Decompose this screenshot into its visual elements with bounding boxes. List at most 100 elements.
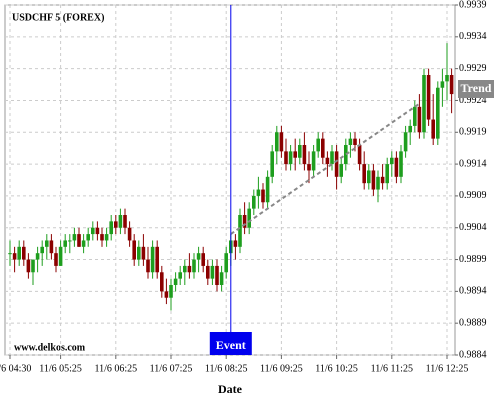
candle-body xyxy=(63,240,67,247)
candle-body xyxy=(109,221,113,235)
candle-body xyxy=(440,81,445,88)
candle-body xyxy=(12,253,17,260)
candle-body xyxy=(353,138,357,145)
candle-body xyxy=(417,106,422,133)
candle-body xyxy=(252,195,256,209)
candle-body xyxy=(35,253,40,260)
chart-title: USDCHF 5 (FOREX) xyxy=(12,12,104,23)
candle-body xyxy=(344,145,348,165)
trend-line xyxy=(230,102,420,235)
candle-body xyxy=(132,240,136,260)
y-tick-label: 0.9894 xyxy=(459,286,487,297)
candle-body xyxy=(127,227,132,241)
candle-body xyxy=(45,240,49,247)
trend-label: Trend xyxy=(461,81,492,95)
watermark: www.delkos.com xyxy=(14,342,86,353)
candle-body xyxy=(316,138,320,152)
candle-body xyxy=(123,215,127,228)
candle-body xyxy=(219,272,224,285)
candle-body xyxy=(192,259,196,273)
candle-body xyxy=(206,265,210,279)
candle-body xyxy=(293,151,297,158)
candle-body xyxy=(169,285,173,298)
candle-body xyxy=(307,164,311,171)
candle-body xyxy=(302,145,307,165)
candle-body xyxy=(26,259,31,273)
candle-body xyxy=(155,246,159,273)
event-label: Event xyxy=(216,338,246,352)
candle-body xyxy=(321,138,325,158)
candle-body xyxy=(118,215,123,228)
candle-body xyxy=(330,151,334,165)
candle-body xyxy=(256,189,261,196)
candle-body xyxy=(431,119,435,139)
candle-body xyxy=(137,246,141,260)
candle-body xyxy=(8,253,12,255)
y-tick-label: 0.9904 xyxy=(459,222,487,233)
x-tick-label: 11/6 07:25 xyxy=(150,363,193,374)
candle-body xyxy=(390,157,394,165)
candle-body xyxy=(164,291,169,298)
x-tick-label: 11/6 12:25 xyxy=(426,363,469,374)
candle-body xyxy=(279,132,284,152)
x-tick-label: 11/6 04:30 xyxy=(0,363,31,374)
candle-body xyxy=(238,215,242,247)
candle-body xyxy=(49,240,54,254)
candle-body xyxy=(86,234,90,241)
candle-body xyxy=(77,234,81,247)
candle-body xyxy=(22,246,26,260)
candle-body xyxy=(334,151,339,177)
candle-body xyxy=(146,259,150,273)
y-tick-label: 0.9884 xyxy=(459,349,487,360)
candle-body xyxy=(95,227,100,235)
y-tick-label: 0.9914 xyxy=(459,158,487,169)
candle-body xyxy=(31,259,35,273)
candle-body xyxy=(408,125,412,133)
candle-body xyxy=(215,265,219,285)
candle-body xyxy=(436,87,440,139)
x-tick-label: 11/6 09:25 xyxy=(260,363,303,374)
candle-body xyxy=(270,151,274,177)
candle-body xyxy=(224,253,228,273)
candle-body xyxy=(325,157,330,165)
candle-body xyxy=(210,265,215,279)
event-label-box xyxy=(209,332,252,355)
candle-body xyxy=(339,164,343,177)
candle-body xyxy=(17,246,21,260)
candle-body xyxy=(311,151,316,171)
candle-body xyxy=(68,240,72,242)
candle-body xyxy=(348,138,353,145)
candle-body xyxy=(261,189,265,203)
candle-body xyxy=(357,145,362,165)
y-tick-label: 0.9889 xyxy=(459,317,487,328)
candle-body xyxy=(187,265,192,273)
candle-body xyxy=(100,234,104,241)
candle-body xyxy=(449,75,454,95)
candle-body xyxy=(81,240,86,247)
y-tick-label: 0.9929 xyxy=(459,63,487,74)
candle-body xyxy=(150,246,155,273)
candle-body xyxy=(298,145,302,158)
candle-body xyxy=(114,221,118,228)
y-tick-label: 0.9919 xyxy=(459,127,487,138)
y-tick-label: 0.9899 xyxy=(459,254,487,265)
candle-body xyxy=(367,170,371,184)
candle-body xyxy=(371,170,376,190)
candle-body xyxy=(385,164,389,184)
candle-body xyxy=(178,272,182,279)
candle-body xyxy=(394,157,399,177)
x-tick-label: 11/6 11:25 xyxy=(371,363,413,374)
trend-label-box xyxy=(458,80,494,98)
candle-body xyxy=(275,132,279,152)
candle-body xyxy=(104,234,109,241)
candle-body xyxy=(399,151,403,177)
candle-body xyxy=(284,151,288,165)
x-tick-label: 11/6 05:25 xyxy=(39,363,82,374)
candle-body xyxy=(91,227,95,235)
candle-body xyxy=(72,234,77,241)
candle-body xyxy=(183,265,187,273)
candle-body xyxy=(196,253,201,260)
x-tick-label: 11/6 06:25 xyxy=(94,363,137,374)
candle-body xyxy=(403,132,408,152)
